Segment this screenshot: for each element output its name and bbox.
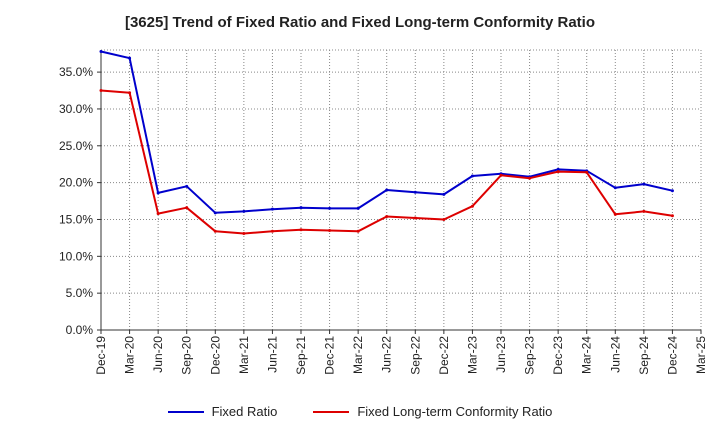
plot-area	[101, 50, 701, 330]
data-point-fixed-long-term-conformity-ratio	[156, 212, 160, 216]
data-point-fixed-ratio	[328, 206, 332, 210]
data-point-fixed-ratio	[185, 184, 189, 188]
data-point-fixed-long-term-conformity-ratio	[328, 229, 332, 233]
x-tick-label: Sep-22	[408, 336, 422, 375]
data-point-fixed-long-term-conformity-ratio	[528, 176, 532, 180]
data-point-fixed-ratio	[470, 174, 474, 178]
data-point-fixed-long-term-conformity-ratio	[270, 229, 274, 233]
data-point-fixed-long-term-conformity-ratio	[499, 173, 503, 177]
x-tick-label: Sep-23	[523, 336, 537, 375]
data-point-fixed-long-term-conformity-ratio	[356, 229, 360, 233]
x-tick-label: Mar-21	[237, 336, 251, 374]
x-tick-label: Jun-20	[151, 336, 165, 373]
data-point-fixed-ratio	[385, 188, 389, 192]
data-point-fixed-ratio	[413, 190, 417, 194]
chart-legend: Fixed Ratio Fixed Long-term Conformity R…	[0, 404, 720, 419]
data-point-fixed-long-term-conformity-ratio	[585, 170, 589, 174]
x-tick-label: Mar-25	[694, 336, 708, 374]
y-tick-label: 25.0%	[59, 139, 93, 153]
data-point-fixed-long-term-conformity-ratio	[185, 206, 189, 210]
data-point-fixed-ratio	[442, 192, 446, 196]
x-tick-label: Dec-19	[94, 336, 108, 375]
data-point-fixed-long-term-conformity-ratio	[299, 228, 303, 232]
data-point-fixed-long-term-conformity-ratio	[556, 170, 560, 174]
legend-swatch-fixed-long-term	[313, 410, 350, 413]
x-tick-label: Sep-24	[637, 336, 651, 375]
x-tick-label: Mar-20	[123, 336, 137, 374]
legend-label-fixed-long-term: Fixed Long-term Conformity Ratio	[357, 404, 553, 419]
x-tick-label: Dec-21	[323, 336, 337, 375]
legend-item-fixed-long-term: Fixed Long-term Conformity Ratio	[313, 404, 552, 419]
y-tick-label: 10.0%	[59, 249, 93, 263]
data-point-fixed-long-term-conformity-ratio	[385, 215, 389, 219]
legend-item-fixed-ratio: Fixed Ratio	[167, 404, 278, 419]
y-tick-label: 15.0%	[59, 212, 93, 226]
legend-label-fixed-ratio: Fixed Ratio	[211, 404, 278, 419]
x-tick-label: Dec-20	[208, 336, 222, 375]
x-tick-label: Mar-22	[351, 336, 365, 374]
data-point-fixed-long-term-conformity-ratio	[213, 229, 217, 233]
y-tick-label: 30.0%	[59, 102, 93, 116]
y-tick-label: 35.0%	[59, 65, 93, 79]
data-point-fixed-long-term-conformity-ratio	[128, 91, 132, 95]
data-point-fixed-long-term-conformity-ratio	[642, 209, 646, 213]
data-point-fixed-ratio	[242, 209, 246, 213]
y-tick-label: 5.0%	[66, 286, 94, 300]
x-tick-label: Dec-23	[551, 336, 565, 375]
x-tick-label: Jun-21	[265, 336, 279, 373]
x-tick-label: Jun-22	[380, 336, 394, 373]
x-tick-label: Jun-23	[494, 336, 508, 373]
data-point-fixed-ratio	[128, 56, 132, 60]
legend-swatch-fixed-ratio	[167, 410, 204, 413]
x-tick-label: Mar-24	[580, 336, 594, 374]
data-point-fixed-long-term-conformity-ratio	[242, 231, 246, 235]
data-point-fixed-long-term-conformity-ratio	[99, 89, 103, 93]
data-point-fixed-ratio	[356, 206, 360, 210]
data-point-fixed-ratio	[642, 182, 646, 186]
x-tick-label: Mar-23	[465, 336, 479, 374]
data-point-fixed-long-term-conformity-ratio	[442, 217, 446, 221]
x-tick-label: Jun-24	[608, 336, 622, 373]
data-point-fixed-ratio	[613, 186, 617, 190]
data-point-fixed-ratio	[156, 191, 160, 195]
data-point-fixed-ratio	[213, 211, 217, 215]
data-point-fixed-ratio	[556, 167, 560, 171]
data-point-fixed-long-term-conformity-ratio	[413, 216, 417, 220]
data-point-fixed-ratio	[299, 206, 303, 210]
data-point-fixed-ratio	[670, 189, 674, 193]
y-tick-label: 0.0%	[66, 323, 94, 337]
data-point-fixed-long-term-conformity-ratio	[613, 212, 617, 216]
data-point-fixed-ratio	[270, 207, 274, 211]
x-tick-label: Sep-21	[294, 336, 308, 375]
x-tick-label: Sep-20	[180, 336, 194, 375]
data-point-fixed-long-term-conformity-ratio	[670, 214, 674, 218]
data-point-fixed-long-term-conformity-ratio	[470, 204, 474, 208]
y-tick-label: 20.0%	[59, 176, 93, 190]
x-tick-label: Dec-24	[665, 336, 679, 375]
chart-title: [3625] Trend of Fixed Ratio and Fixed Lo…	[124, 14, 596, 31]
data-point-fixed-ratio	[99, 49, 103, 53]
x-tick-label: Dec-22	[437, 336, 451, 375]
